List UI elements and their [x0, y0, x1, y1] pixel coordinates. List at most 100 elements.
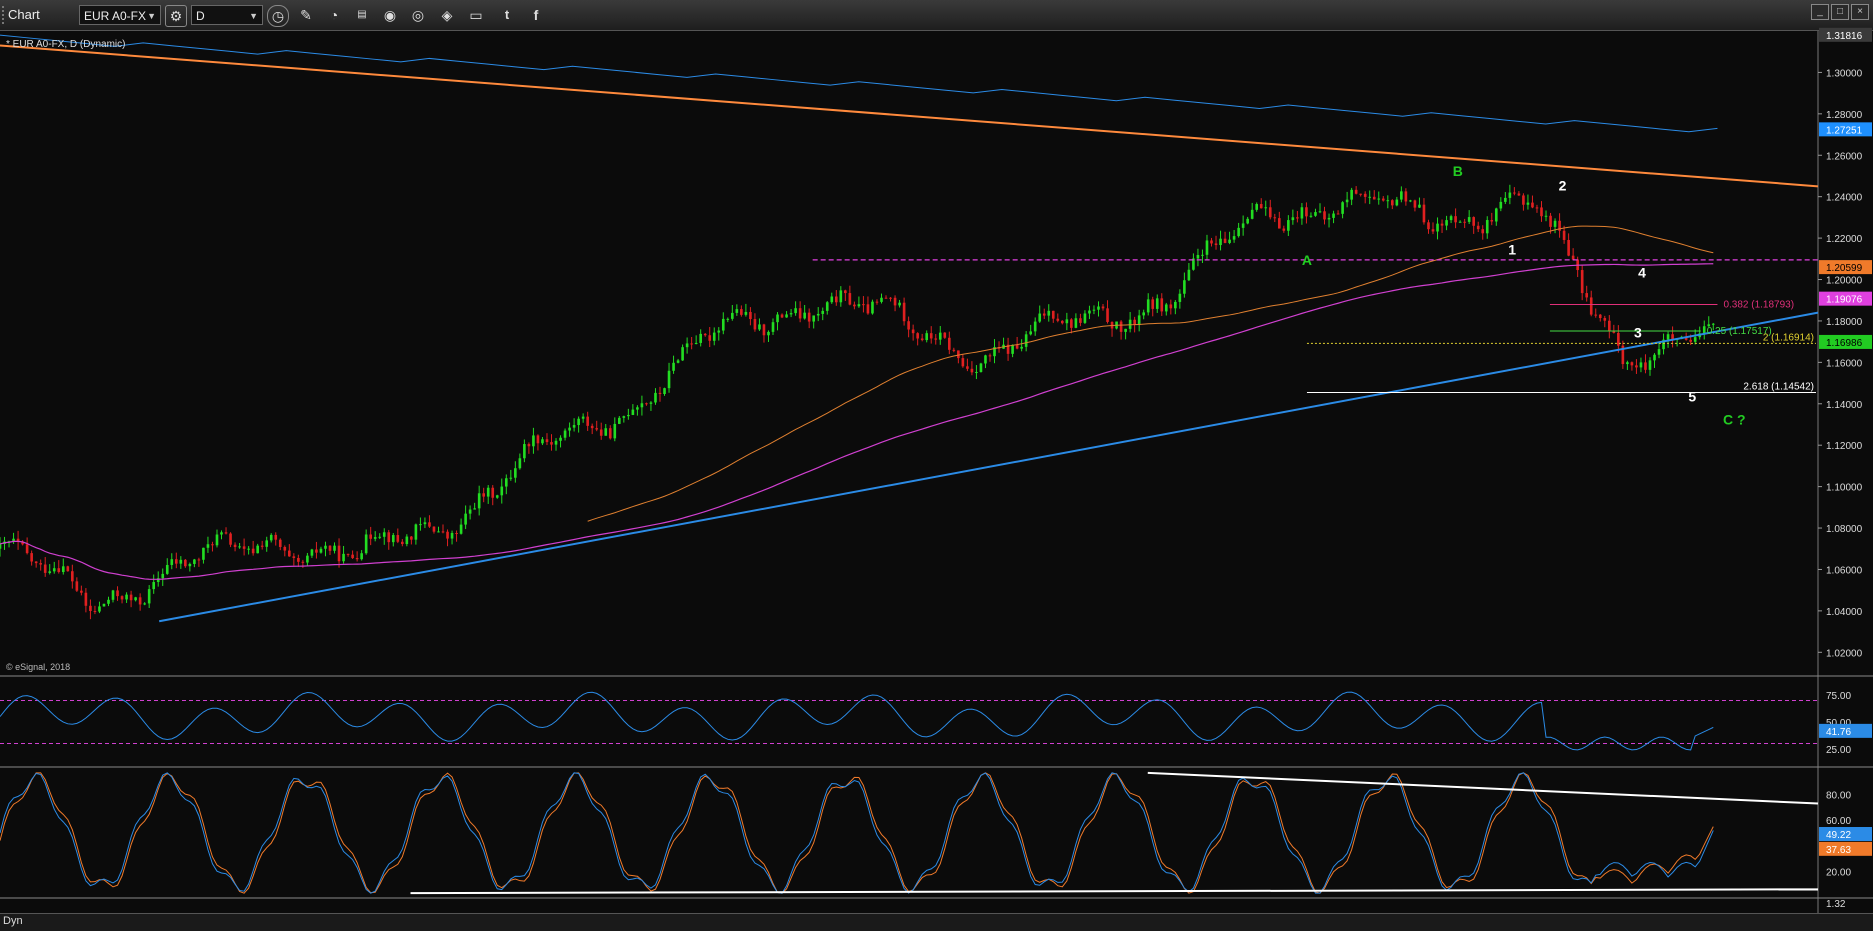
link-icon[interactable]: ⚙	[165, 5, 187, 27]
candle-body	[373, 537, 377, 539]
clock-icon[interactable]: ◷	[267, 5, 289, 27]
candle-body	[405, 536, 409, 545]
candle-body	[328, 545, 332, 551]
candle-body	[287, 550, 291, 557]
stoch-bottom-label: 1.32	[1826, 899, 1846, 910]
candle-body	[1277, 218, 1281, 229]
dynamic-label: Dyn	[3, 915, 23, 927]
wave-label: C ?	[1723, 411, 1746, 427]
candle-body	[1074, 318, 1078, 328]
candle-body	[391, 535, 395, 543]
candle-body	[703, 333, 707, 336]
target-icon[interactable]: ◎	[411, 7, 425, 23]
candle-body	[1259, 204, 1263, 209]
candle-body	[382, 532, 386, 537]
wave-label: 5	[1688, 389, 1696, 405]
candle-body	[1065, 319, 1069, 324]
candle-body	[617, 417, 621, 424]
candle-body	[1341, 202, 1344, 214]
candle-body	[138, 597, 142, 605]
interval-value: D	[196, 9, 205, 23]
candle-body	[834, 296, 838, 303]
candle-body	[1449, 216, 1453, 221]
candle-body	[278, 539, 282, 547]
candle-body	[39, 563, 43, 565]
candle-body	[482, 493, 486, 497]
candle-body	[577, 418, 580, 426]
candle-body	[1079, 318, 1082, 323]
candle-body	[1612, 331, 1616, 333]
candle-body	[432, 526, 436, 532]
candle-body	[970, 368, 974, 373]
candle-body	[1418, 204, 1421, 208]
candle-body	[12, 538, 15, 542]
candle-body	[1562, 230, 1566, 240]
price-pane: 1.02000 1.04000 1.06000 1.08000 1.10000 1.120…	[0, 27, 1872, 659]
candle-body	[1517, 193, 1521, 196]
candle-body	[753, 319, 757, 330]
candle-body	[428, 522, 431, 527]
twitter-icon[interactable]: t	[504, 7, 510, 22]
candle-body	[1431, 229, 1435, 232]
y-tick-label: 1.10000	[1826, 483, 1863, 494]
candle-body	[220, 532, 223, 535]
comment-icon[interactable]: ▭	[469, 7, 483, 23]
candle-body	[690, 343, 693, 345]
facebook-icon[interactable]: f	[533, 7, 539, 23]
eraser-icon[interactable]: ◈	[441, 7, 453, 23]
candle-body	[929, 333, 933, 339]
candle-body	[1585, 293, 1589, 298]
restore-icon[interactable]: □	[1831, 4, 1849, 20]
candle-body	[803, 312, 806, 319]
candle-body	[731, 312, 734, 319]
candle-body	[337, 545, 341, 562]
candle-body	[821, 310, 825, 314]
candle-body	[1395, 199, 1399, 206]
candle-body	[654, 392, 657, 403]
candle-body	[233, 544, 237, 548]
chevron-down-icon: ▼	[249, 11, 258, 21]
candle-body	[251, 548, 255, 554]
toolbar-grip[interactable]	[2, 6, 8, 24]
candle-body	[342, 553, 345, 562]
candle-body	[681, 347, 684, 361]
pencil-icon[interactable]: ✎	[300, 7, 312, 23]
candle-body	[1033, 321, 1037, 332]
candle-body	[1291, 217, 1295, 221]
interval-select[interactable]: D ▼	[191, 5, 263, 25]
rsi-value-label: 41.76	[1826, 727, 1851, 738]
candle-body	[893, 297, 897, 306]
candle-body	[1164, 304, 1168, 312]
candle-body	[1205, 240, 1209, 255]
candle-body	[1273, 217, 1277, 219]
close-icon[interactable]: ×	[1851, 4, 1869, 20]
candle-body	[1467, 217, 1471, 222]
timer-icon[interactable]: ◔	[329, 7, 339, 23]
candle-body	[1499, 201, 1503, 209]
candle-body	[1535, 207, 1539, 209]
candle-body	[1151, 299, 1155, 309]
candle-body	[455, 533, 458, 535]
price-tag	[1819, 291, 1872, 306]
chart-toolbar: Chart EUR A0-FX ▼ ⚙ D ▼ ◷ ✎ ◔ ▤ ◉ ◎ ◈ ▭ …	[0, 0, 1873, 31]
candle-body	[984, 355, 987, 364]
quote-icon[interactable]: ▤	[357, 9, 367, 20]
candle-body	[324, 545, 327, 549]
candle-body	[378, 536, 382, 538]
candle-body	[21, 541, 24, 545]
candle-body	[1214, 243, 1218, 246]
candle-body	[1381, 198, 1385, 201]
candle-body	[242, 546, 246, 549]
symbol-select[interactable]: EUR A0-FX ▼	[79, 5, 161, 25]
candle-body	[613, 423, 617, 439]
candle-body	[721, 318, 725, 331]
candle-body	[1029, 331, 1032, 335]
minimize-icon[interactable]: _	[1811, 4, 1829, 20]
candle-body	[1702, 326, 1706, 334]
candle-body	[1684, 336, 1688, 340]
fib-level-label: 2 (1.16914)	[1763, 332, 1814, 343]
candle-body	[889, 297, 892, 299]
candle-body	[541, 439, 544, 444]
play-icon[interactable]: ◉	[383, 7, 397, 23]
